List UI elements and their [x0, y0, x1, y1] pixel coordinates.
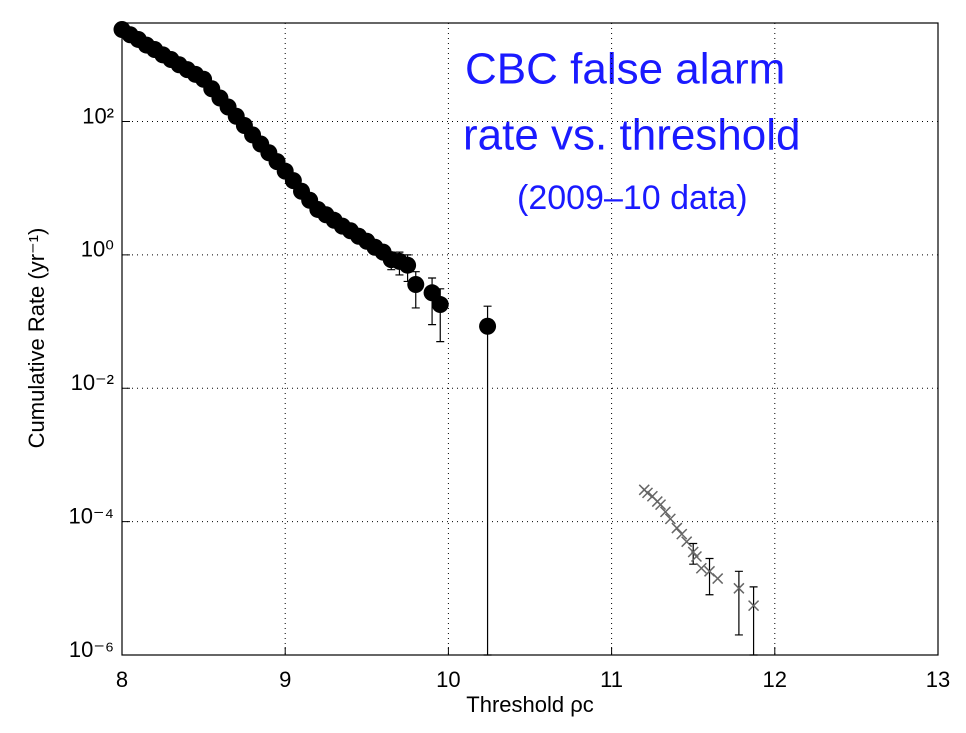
data-point: [712, 573, 724, 585]
data-point: [748, 600, 760, 612]
data-point: [407, 275, 425, 293]
x-tick-label: 10: [436, 667, 460, 692]
data-point: [695, 562, 707, 574]
data-point: [664, 513, 676, 525]
y-tick-label: 10²: [82, 103, 114, 128]
annotation: CBC false alarm: [465, 45, 785, 94]
x-tick-label: 12: [763, 667, 787, 692]
x-axis-label: Threshold ρc: [466, 692, 593, 717]
data-point: [690, 550, 702, 563]
error-bar: [749, 586, 758, 656]
data-point: [676, 528, 688, 540]
data-point: [687, 546, 699, 558]
data-point: [659, 506, 671, 518]
y-tick-label: 10⁻⁴: [68, 503, 114, 528]
y-axis-label: Cumulative Rate (yr⁻¹): [24, 228, 49, 449]
data-point: [399, 256, 417, 274]
data-point: [479, 317, 497, 335]
annotation: (2009–10 data): [517, 179, 748, 217]
data-point: [681, 536, 693, 548]
error-bar: [705, 557, 714, 596]
error-bar: [483, 305, 492, 656]
y-tick-label: 10⁻⁶: [69, 637, 114, 662]
annotation: rate vs. threshold: [463, 111, 801, 160]
data-point: [431, 296, 449, 314]
data-point: [671, 522, 683, 534]
x-tick-label: 8: [116, 667, 128, 692]
x-tick-label: 11: [600, 667, 623, 692]
data-point: [641, 487, 654, 499]
data-point: [655, 499, 667, 511]
x-tick-label: 13: [926, 667, 950, 692]
y-tick-label: 10⁻²: [71, 370, 114, 395]
y-tick-label: 10⁰: [81, 237, 114, 262]
data-point: [733, 582, 745, 594]
error-bar: [734, 570, 743, 636]
x-tick-label: 9: [279, 667, 291, 692]
